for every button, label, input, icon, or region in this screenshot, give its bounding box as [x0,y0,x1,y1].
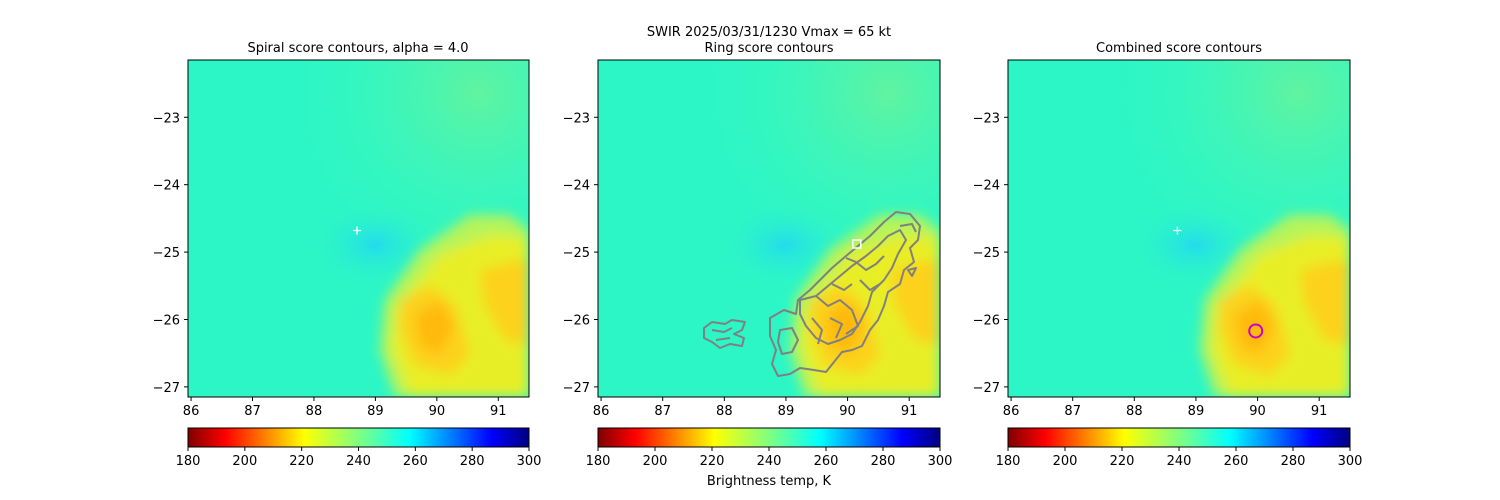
y-ticks-ring: −23 −24 −25 −26 −27 [563,111,598,396]
y-tick-label: −26 [153,313,180,328]
colorbar-tick-label: 260 [814,454,839,469]
y-tick-label: −24 [973,179,1000,194]
x-tick-label: 91 [901,404,918,419]
colorbar-combined [1007,427,1351,448]
colorbar-tick-label: 180 [586,454,611,469]
colorbar-tick-label: 180 [996,454,1021,469]
colorbar-ticks-ring: 180 200 220 240 260 280 300 [586,447,953,469]
y-tick-label: −25 [973,246,1000,261]
x-tick-label: 87 [244,404,261,419]
x-tick-label: 91 [490,404,507,419]
y-ticks-combined: −23 −24 −25 −26 −27 [973,111,1008,396]
x-tick-label: 86 [1003,404,1020,419]
panel-ring: Ring score contours [563,41,953,489]
markers-spiral [352,226,361,235]
colorbar-tick-label: 300 [928,454,953,469]
colorbar-tick-label: 280 [1281,454,1306,469]
x-tick-label: 91 [1311,404,1328,419]
markers-combined [1173,226,1264,339]
x-tick-label: 86 [593,404,610,419]
panel-title-ring: Ring score contours [704,41,833,56]
x-tick-label: 90 [839,404,856,419]
colorbar-tick-label: 220 [1110,454,1135,469]
ring-contours [703,211,921,377]
colorbar-tick-label: 200 [643,454,668,469]
center-plus-marker [1173,226,1182,235]
colorbar-ticks-combined: 180 200 220 240 260 280 300 [996,447,1363,469]
colorbar-tick-label: 300 [1338,454,1363,469]
heatmap-combined [1008,60,1350,397]
x-tick-label: 90 [1249,404,1266,419]
y-tick-label: −24 [563,179,590,194]
center-plus-marker [352,226,361,235]
x-tick-label: 88 [1126,404,1143,419]
colorbar-tick-label: 260 [403,454,428,469]
colorbar-tick-label: 240 [757,454,782,469]
colorbar-tick-label: 180 [176,454,201,469]
x-tick-label: 89 [367,404,384,419]
y-tick-label: −23 [153,111,180,126]
colorbar-tick-label: 220 [700,454,725,469]
combined-center-circle-marker [1248,323,1264,339]
y-tick-label: −27 [973,381,1000,396]
y-tick-label: −27 [153,381,180,396]
figure-suptitle: SWIR 2025/03/31/1230 Vmax = 65 kt [647,25,891,40]
y-tick-label: −26 [563,313,590,328]
ring-center-square-marker [852,239,862,249]
x-tick-label: 88 [306,404,323,419]
panel-title-combined: Combined score contours [1096,41,1262,56]
x-tick-label: 89 [778,404,795,419]
y-ticks-spiral: −23 −24 −25 −26 −27 [153,111,188,396]
panel-combined: Combined score contours 86 87 88 89 90 91 −23… [973,41,1363,469]
y-tick-label: −25 [153,246,180,261]
y-tick-label: −24 [153,179,180,194]
x-tick-label: 90 [429,404,446,419]
x-ticks-spiral: 86 87 88 89 90 91 [183,397,507,419]
x-tick-label: 88 [716,404,733,419]
y-tick-label: −23 [973,111,1000,126]
y-tick-label: −23 [563,111,590,126]
panel-spiral: Spiral score contours, alpha = 4.0 86 87 8… [153,41,542,469]
colorbar-tick-label: 300 [517,454,542,469]
x-tick-label: 87 [1064,404,1081,419]
colorbar-ring [597,427,941,448]
colorbar-tick-label: 280 [460,454,485,469]
colorbar-tick-label: 200 [1053,454,1078,469]
x-ticks-combined: 86 87 88 89 90 91 [1003,397,1328,419]
colorbar-tick-label: 220 [289,454,314,469]
colorbar-spiral [187,427,530,448]
x-tick-label: 87 [654,404,671,419]
colorbar-label: Brightness temp, K [707,474,832,489]
heatmap-spiral [188,60,529,397]
colorbar-tick-label: 240 [346,454,371,469]
panel-title-spiral: Spiral score contours, alpha = 4.0 [247,41,468,56]
colorbar-tick-label: 240 [1167,454,1192,469]
y-tick-label: −25 [563,246,590,261]
x-tick-label: 86 [183,404,200,419]
y-tick-label: −27 [563,381,590,396]
heatmap-ring [598,60,940,397]
colorbar-tick-label: 200 [232,454,257,469]
colorbar-tick-label: 260 [1224,454,1249,469]
y-tick-label: −26 [973,313,1000,328]
colorbar-tick-label: 280 [871,454,896,469]
colorbar-ticks-spiral: 180 200 220 240 260 280 300 [176,447,542,469]
x-ticks-ring: 86 87 88 89 90 91 [593,397,918,419]
markers-ring [852,239,862,249]
x-tick-label: 89 [1188,404,1205,419]
